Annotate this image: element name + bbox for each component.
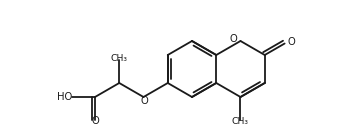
Text: CH₃: CH₃: [111, 54, 128, 63]
Text: O: O: [91, 116, 99, 126]
Text: O: O: [288, 37, 295, 47]
Text: O: O: [230, 34, 238, 44]
Text: CH₃: CH₃: [232, 117, 249, 126]
Text: HO: HO: [57, 92, 72, 102]
Text: O: O: [141, 96, 148, 106]
